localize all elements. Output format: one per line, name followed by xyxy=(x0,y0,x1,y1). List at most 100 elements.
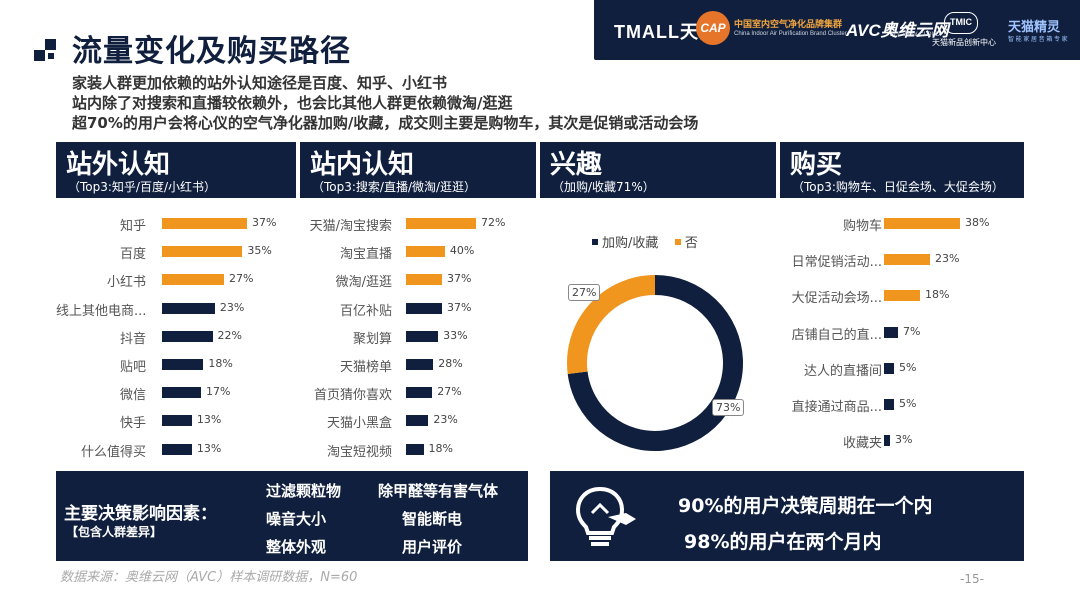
bar-category-label: 收藏夹 xyxy=(842,436,882,452)
bar-category-label: 微淘/逛逛 xyxy=(335,275,392,291)
bar-value-label: 22% xyxy=(217,328,242,342)
bar-value-label: 18% xyxy=(925,288,950,302)
bar xyxy=(162,443,192,455)
data-source-note: 数据来源：奥维云网（AVC）样本调研数据，N=60 xyxy=(60,570,358,585)
lightbulb-icon xyxy=(575,486,636,546)
legend-label: 否 xyxy=(684,236,698,251)
bar xyxy=(884,254,930,266)
legend-swatch xyxy=(674,239,681,245)
legend-swatch xyxy=(592,239,598,245)
bar xyxy=(406,415,429,427)
tmall-genie-logo: 天猫精灵 xyxy=(1008,19,1061,34)
bar-category-label: 百度 xyxy=(119,247,146,263)
decision-factors-panel: 主要决策影响因素： 【包含人群差异】 过滤颗粒物 除甲醛等有害气体 噪音大小 智… xyxy=(56,471,528,561)
bar-value-label: 37% xyxy=(446,272,472,286)
bar-value-label: 5% xyxy=(899,360,917,374)
bar-value-label: 23% xyxy=(935,252,960,266)
bar xyxy=(162,359,204,370)
bar xyxy=(162,246,243,258)
bar xyxy=(406,359,434,370)
bar-category-label: 聚划算 xyxy=(352,331,392,347)
bar xyxy=(406,443,424,455)
bar-category-label: 天猫榜单 xyxy=(339,360,392,375)
bar xyxy=(406,274,442,286)
bar-value-label: 33% xyxy=(443,328,468,342)
bar-value-label: 18% xyxy=(428,441,453,455)
donut-label-no: 27% xyxy=(568,284,601,301)
bar-value-label: 17% xyxy=(206,385,231,399)
bar xyxy=(162,330,213,342)
bar-value-label: 27% xyxy=(437,385,462,399)
bar-category-label: 百亿补贴 xyxy=(339,303,392,319)
bar xyxy=(406,330,439,342)
bar xyxy=(884,399,894,410)
decision-cycle-panel: 90%的用户决策周期在一个内 98%的用户在两个月内 xyxy=(550,471,1024,561)
title-decoration-icon xyxy=(34,39,56,61)
section-subtitle: （Top3:购物车、日促会场、大促会场） xyxy=(792,180,1004,194)
donut-legend: 加购/收藏 否 xyxy=(592,232,698,251)
avc-logo: AVC奥维云网 xyxy=(846,21,949,40)
bar-category-label: 日常促销活动... xyxy=(791,255,882,271)
bar-value-label: 35% xyxy=(247,244,272,258)
section-title: 站内认知 xyxy=(310,150,415,180)
bar-category-label: 微信 xyxy=(119,388,146,404)
bar-value-label: 37% xyxy=(252,216,277,229)
bar-category-label: 淘宝短视频 xyxy=(326,444,392,460)
bar-value-label: 40% xyxy=(449,244,475,258)
donut-slice-no xyxy=(567,275,656,375)
bar-category-label: 快手 xyxy=(119,416,146,432)
factor-item: 过滤颗粒物 xyxy=(266,482,342,500)
factor-item: 智能断电 xyxy=(402,510,463,528)
bar xyxy=(406,387,433,399)
factor-item: 用户评价 xyxy=(402,538,463,556)
legend-item: 否 xyxy=(674,236,698,251)
bar-value-label: 23% xyxy=(433,413,458,427)
bar-value-label: 23% xyxy=(219,300,245,314)
bar xyxy=(162,218,247,229)
summary-line: 超70%的用户会将心仪的空气净化器加购/收藏，成交则主要是购物车，其次是促销或活… xyxy=(72,114,699,132)
summary-text: 家装人群更加依赖的站外认知途径是百度、知乎、小红书 站内除了对搜索和直播较依赖外… xyxy=(72,73,698,133)
donut-label-yes: 73% xyxy=(712,399,745,416)
stat-line: 98%的用户在两个月内 xyxy=(684,531,882,553)
factor-item: 整体外观 xyxy=(266,538,327,556)
legend-item: 加购/收藏 xyxy=(592,236,658,251)
cap-logo-badge: CAP xyxy=(696,11,730,45)
bar-value-label: 28% xyxy=(438,357,463,370)
bar xyxy=(884,362,894,374)
bar-value-label: 7% xyxy=(903,324,921,338)
section-title: 购买 xyxy=(790,150,843,180)
bar xyxy=(162,302,215,314)
bar xyxy=(406,302,442,314)
bar-value-label: 18% xyxy=(208,357,233,370)
section-header-offsite: 站外认知 （Top3:知乎/百度/小红书） xyxy=(56,142,296,198)
bar xyxy=(884,290,920,302)
section-header-purchase: 购买 （Top3:购物车、日促会场、大促会场） xyxy=(780,142,1024,198)
section-title: 兴趣 xyxy=(550,150,603,180)
bar-category-label: 天猫小黑盒 xyxy=(326,416,392,432)
bar xyxy=(162,387,202,399)
factors-title: 主要决策影响因素： xyxy=(64,504,217,524)
bar-category-label: 线上其他电商... xyxy=(56,303,147,319)
bar xyxy=(406,218,476,229)
bar xyxy=(884,218,960,229)
bar-value-label: 72% xyxy=(481,216,506,229)
factors-subtitle: 【包含人群差异】 xyxy=(66,525,163,539)
tmall-logo: TMALL天猫 xyxy=(614,22,718,42)
section-subtitle: （加购/收藏71%） xyxy=(552,180,655,194)
bar-category-label: 直接通过商品... xyxy=(791,400,882,415)
summary-line: 站内除了对搜索和直播较依赖外，也会比其他人群更依赖微淘/逛逛 xyxy=(72,94,513,112)
summary-line: 家装人群更加依赖的站外认知途径是百度、知乎、小红书 xyxy=(72,74,448,92)
bar-category-label: 达人的直播间 xyxy=(803,363,882,379)
factor-item: 噪音大小 xyxy=(266,510,327,528)
bar xyxy=(406,246,445,258)
cap-logo-name: 中国室内空气净化品牌集群 xyxy=(734,19,843,29)
bar-value-label: 5% xyxy=(899,397,917,410)
bar-category-label: 贴吧 xyxy=(119,360,146,375)
section-header-onsite: 站内认知 （Top3:搜索/直播/微淘/逛逛） xyxy=(300,142,536,198)
section-header-interest: 兴趣 （加购/收藏71%） xyxy=(540,142,776,198)
tmall-genie-logo-subtitle: 智 能 家 居 音 箱 专 家 xyxy=(1008,37,1068,43)
tmic-logo: TMIC xyxy=(944,12,978,34)
avc-logo-subtitle: ALL VIEW CLOUD xyxy=(890,32,941,38)
bar-category-label: 什么值得买 xyxy=(80,444,146,460)
bar-value-label: 13% xyxy=(196,413,222,427)
